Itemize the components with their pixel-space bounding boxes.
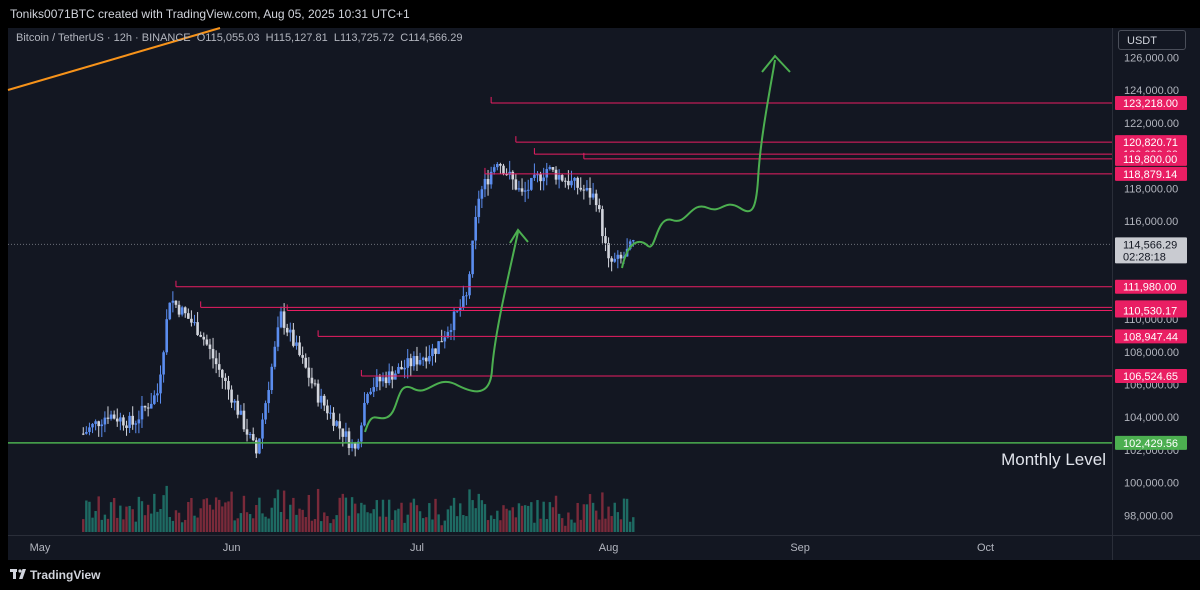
currency-selector[interactable]: USDT: [1118, 30, 1186, 50]
footer-brand: TradingView: [30, 568, 101, 582]
ohlc-high: H115,127.81: [265, 32, 328, 44]
ohlc-low: L113,725.72: [333, 32, 395, 44]
axis-corner: [1112, 535, 1200, 560]
time-axis[interactable]: [8, 535, 1112, 560]
footer-bar: TradingView: [0, 560, 1200, 590]
attribution-text: Toniks0071BTC created with TradingView.c…: [10, 7, 410, 21]
tradingview-logo-icon: [10, 569, 26, 579]
chart-pane[interactable]: [8, 28, 1112, 535]
symbol-legend[interactable]: Bitcoin / TetherUS · 12h · BINANCE O115,…: [16, 32, 465, 44]
price-axis[interactable]: [1112, 28, 1200, 535]
ohlc-close: C114,566.29: [400, 32, 463, 44]
symbol-name: Bitcoin / TetherUS · 12h · BINANCE: [16, 32, 191, 44]
attribution-bar: Toniks0071BTC created with TradingView.c…: [0, 0, 1200, 28]
currency-label: USDT: [1127, 35, 1157, 47]
ohlc-open: O115,055.03: [196, 32, 260, 44]
